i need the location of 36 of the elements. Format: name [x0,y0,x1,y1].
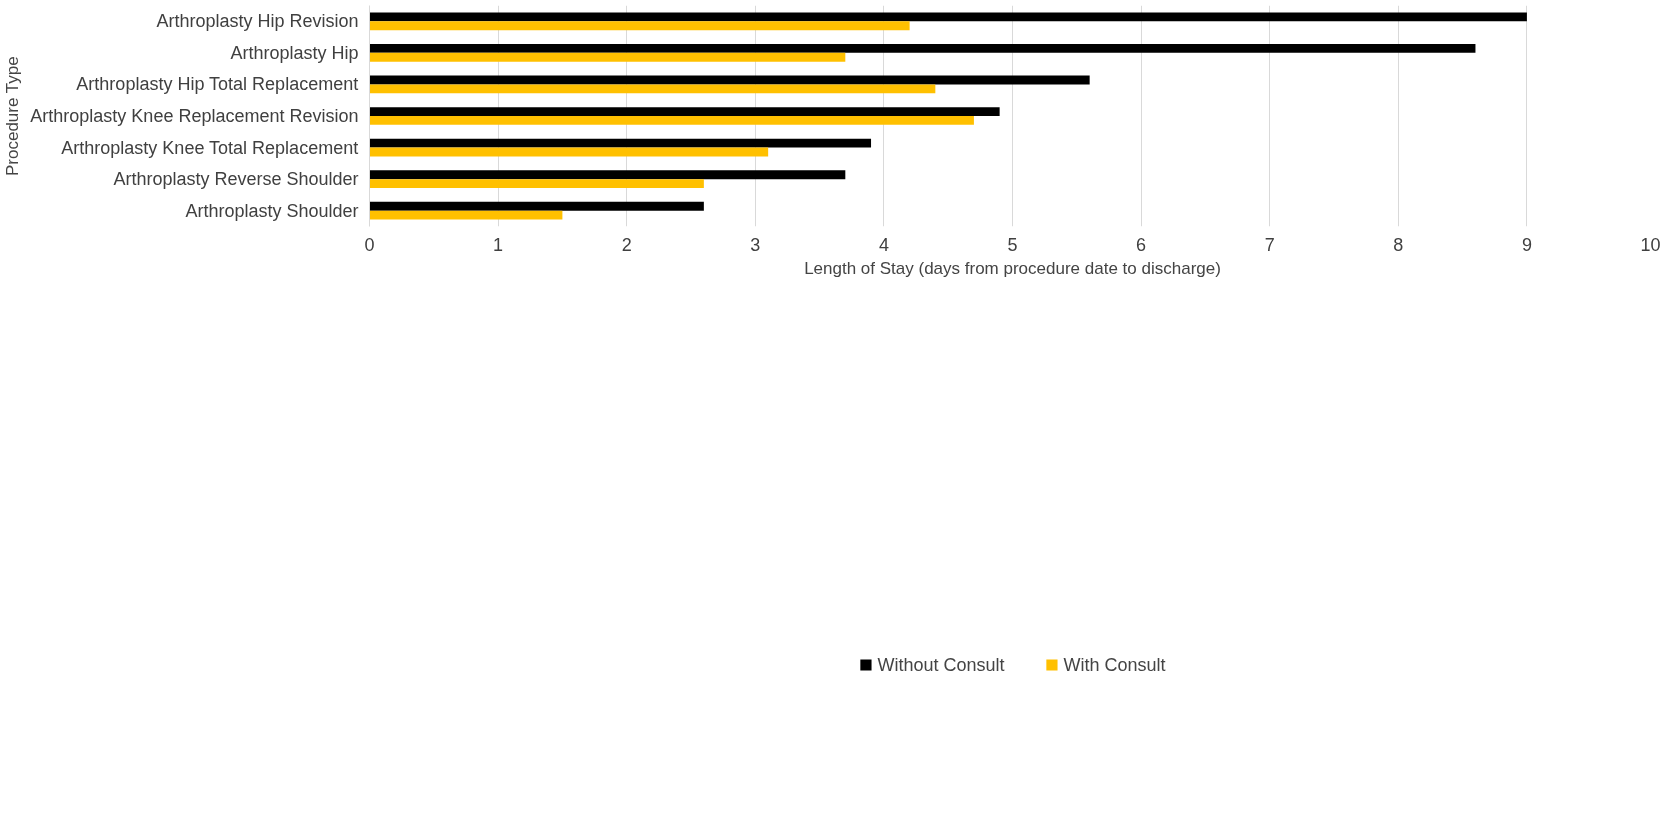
bar [369,179,704,188]
y-tick-label: Arthroplasty Shoulder [185,200,359,221]
x-tick-label: 8 [1393,234,1404,255]
legend-label: Without Consult [877,654,1005,676]
x-tick-label: 3 [750,234,761,255]
x-tick-label: 10 [1640,234,1661,255]
x-axis-title: Length of Stay (days from procedure date to discharge) [804,258,1221,278]
bar [369,84,936,94]
bar [369,210,563,220]
bar [369,107,1000,116]
y-tick-label: Arthroplasty Hip [230,42,359,63]
bar [369,116,974,125]
x-tick-label: 6 [1136,234,1147,255]
bar [369,138,872,148]
bar [369,170,846,180]
legend-label: With Consult [1063,654,1166,676]
y-axis-title: Procedure Type [3,56,23,177]
bar [369,44,1476,53]
bar [369,147,769,157]
y-tick-label: Arthroplasty Knee Total Replacement [61,137,359,158]
y-tick-label: Arthroplasty Hip Total Replacement [76,74,359,95]
x-tick-label: 0 [364,234,375,255]
x-tick-label: 5 [1007,234,1018,255]
bar [369,75,1090,85]
y-tick-label: Arthroplasty Knee Replacement Revision [30,106,359,126]
bar [369,201,704,211]
bar [369,52,846,62]
y-tick-label: Arthroplasty Reverse Shoulder [113,169,359,190]
y-tick-label: Arthroplasty Hip Revision [156,11,359,32]
bar [369,12,1527,22]
bar [369,21,910,31]
x-tick-label: 2 [621,234,632,255]
x-tick-label: 7 [1264,234,1275,255]
x-tick-label: 4 [878,234,889,255]
x-tick-label: 1 [493,234,504,255]
x-tick-label: 9 [1521,234,1532,255]
